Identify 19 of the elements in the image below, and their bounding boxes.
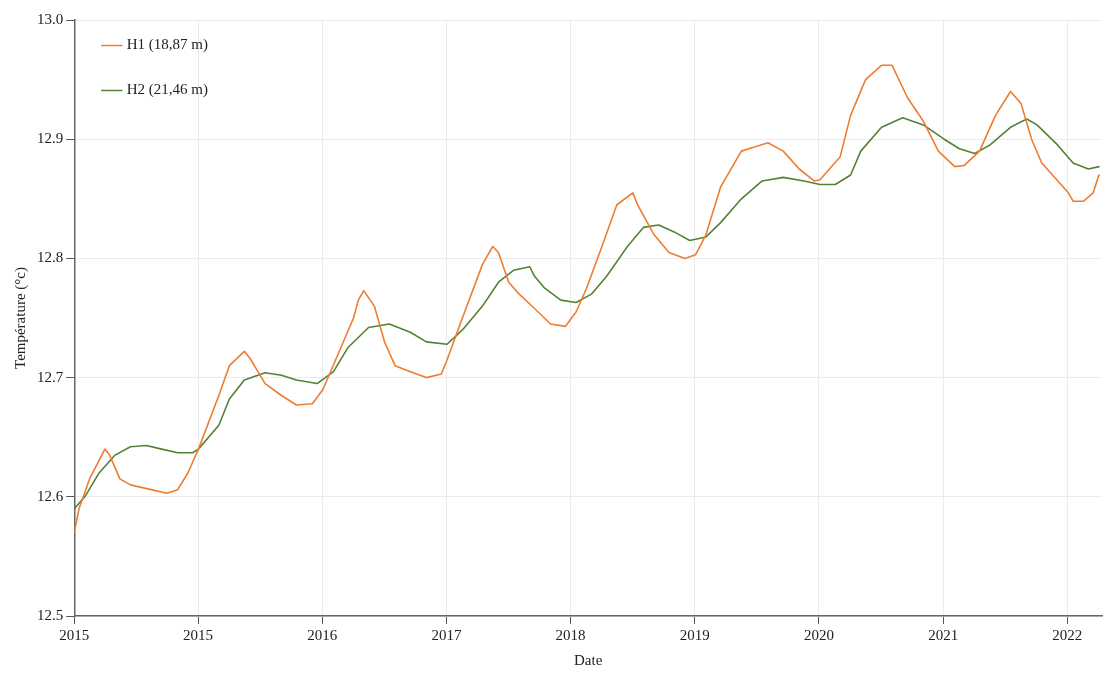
x-tick-label: 2017 <box>431 626 462 643</box>
x-tick-label: 2015 <box>59 626 90 643</box>
x-tick-label: 2016 <box>307 626 338 643</box>
x-axis-title: Date <box>573 651 603 668</box>
x-tick-label: 2020 <box>803 626 834 643</box>
x-tick-label: 2019 <box>679 626 710 643</box>
y-axis-title: Température (°c) <box>11 267 29 369</box>
legend-label: H1 (18,87 m) <box>126 36 208 54</box>
y-tick-label: 13.0 <box>37 10 64 27</box>
x-tick-label: 2021 <box>928 626 959 643</box>
y-tick-label: 12.6 <box>37 487 64 504</box>
x-tick-label: 2022 <box>1052 626 1083 643</box>
y-tick-label: 12.8 <box>37 249 64 266</box>
y-tick-label: 12.5 <box>37 606 64 623</box>
x-tick-label: 2018 <box>555 626 586 643</box>
legend-label: H2 (21,46 m) <box>126 81 208 99</box>
x-tick-label: 2015 <box>183 626 214 643</box>
y-tick-label: 12.9 <box>37 130 64 147</box>
y-tick-label: 12.7 <box>37 368 64 385</box>
